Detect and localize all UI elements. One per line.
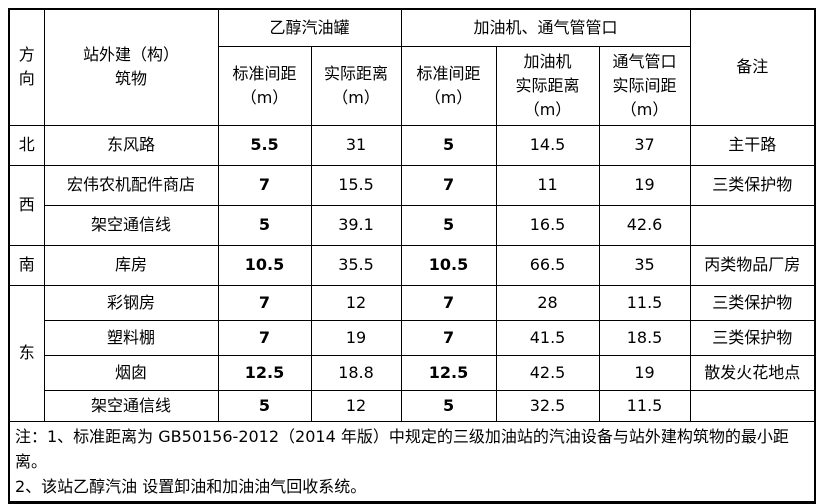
table-row: 塑料棚 7 19 7 41.5 18.5 三类保护物 [9, 319, 816, 356]
remark-cell: 三类保护物 [689, 319, 816, 356]
pump-actual-cell: 28 [495, 284, 600, 321]
vent-actual-cell: 11.5 [598, 284, 691, 321]
tank-actual-cell: 31 [310, 124, 402, 166]
vent-actual-cell: 37 [598, 124, 691, 166]
note-line-2: 2、该站乙醇汽油 设置卸油和加油油气回收系统。 [15, 476, 367, 496]
header-tank-std: 标准间距 （m） [217, 45, 312, 126]
header-tank-actual: 实际距离 （m） [310, 45, 402, 126]
building-cell: 彩钢房 [43, 284, 219, 321]
table-row: 架空通信线 5 12 5 32.5 11.5 [9, 389, 816, 422]
note-line-1: 注：1、标准距离为 GB50156-2012（2014 年版）中规定的三级加油站… [15, 426, 789, 471]
vent-actual-cell: 11.5 [598, 389, 691, 422]
pump-actual-cell: 11 [495, 164, 600, 206]
header-pump-actual: 加油机 实际距离 （m） [495, 45, 600, 126]
remark-cell: 三类保护物 [689, 284, 816, 321]
pump-std-cell: 7 [400, 319, 497, 356]
tank-std-cell: 5 [217, 389, 312, 422]
distance-table: 方 向 站外建（构） 筑物 乙醇汽油罐 加油机、通气管管口 备注 标准间距 （m… [8, 8, 817, 504]
table-row: 北 东风路 5.5 31 5 14.5 37 主干路 [8, 124, 816, 166]
table-row: 西 宏伟农机配件商店 7 15.5 7 11 19 三类保护物 [8, 164, 816, 246]
remark-cell: 散发火花地点 [689, 354, 816, 391]
pump-actual-cell: 66.5 [495, 244, 600, 286]
table-row: 东 彩钢房 7 12 7 28 11.5 三类保护物 [8, 284, 816, 422]
tank-actual-cell: 15.5 [310, 164, 402, 206]
tank-std-cell: 5.5 [217, 124, 312, 166]
pump-std-cell: 12.5 [400, 354, 497, 391]
document-page: 方 向 站外建（构） 筑物 乙醇汽油罐 加油机、通气管管口 备注 标准间距 （m… [8, 8, 817, 504]
vent-actual-cell: 42.6 [598, 204, 691, 246]
pump-std-cell: 10.5 [400, 244, 497, 286]
pump-actual-cell: 42.5 [495, 354, 600, 391]
table-row: 架空通信线 5 39.1 5 16.5 42.6 [9, 204, 816, 246]
tank-std-cell: 7 [217, 284, 312, 321]
vent-actual-cell: 35 [598, 244, 691, 286]
direction-cell: 西 [8, 164, 45, 246]
direction-cell: 东 [8, 284, 45, 422]
table-row: 烟囱 12.5 18.8 12.5 42.5 19 散发火花地点 [9, 354, 816, 391]
building-cell: 架空通信线 [43, 389, 219, 422]
pump-std-cell: 5 [400, 389, 497, 422]
notes-row: 注：1、标准距离为 GB50156-2012（2014 年版）中规定的三级加油站… [8, 420, 816, 503]
building-cell: 宏伟农机配件商店 [43, 164, 219, 206]
remark-cell [689, 389, 816, 422]
tank-std-cell: 7 [217, 164, 312, 206]
remark-cell [689, 204, 816, 246]
building-cell: 架空通信线 [43, 204, 219, 246]
table-row: 南 库房 10.5 35.5 10.5 66.5 35 丙类物品厂房 [8, 244, 816, 286]
building-cell: 东风路 [43, 124, 219, 166]
vent-actual-cell: 19 [598, 164, 691, 206]
header-building: 站外建（构） 筑物 [43, 8, 219, 126]
remark-cell: 丙类物品厂房 [689, 244, 816, 286]
header-pump-group: 加油机、通气管管口 [400, 8, 691, 47]
tank-std-cell: 12.5 [217, 354, 312, 391]
header-remark: 备注 [689, 8, 816, 126]
tank-actual-cell: 12 [310, 284, 402, 321]
notes-cell: 注：1、标准距离为 GB50156-2012（2014 年版）中规定的三级加油站… [8, 420, 816, 503]
header-vent-actual: 通气管口 实际间距 （m） [598, 45, 691, 126]
direction-cell: 北 [8, 124, 45, 166]
header-pump-std: 标准间距 （m） [400, 45, 497, 126]
tank-actual-cell: 12 [310, 389, 402, 422]
pump-std-cell: 7 [400, 164, 497, 206]
building-cell: 库房 [43, 244, 219, 286]
building-cell: 烟囱 [43, 354, 219, 391]
header-tank-group: 乙醇汽油罐 [217, 8, 402, 47]
pump-std-cell: 7 [400, 284, 497, 321]
tank-actual-cell: 39.1 [310, 204, 402, 246]
tank-actual-cell: 18.8 [310, 354, 402, 391]
pump-actual-cell: 41.5 [495, 319, 600, 356]
tank-actual-cell: 35.5 [310, 244, 402, 286]
pump-std-cell: 5 [400, 124, 497, 166]
pump-actual-cell: 32.5 [495, 389, 600, 422]
remark-cell: 主干路 [689, 124, 816, 166]
header-direction: 方 向 [8, 8, 45, 126]
tank-std-cell: 10.5 [217, 244, 312, 286]
direction-cell: 南 [8, 244, 45, 286]
vent-actual-cell: 18.5 [598, 319, 691, 356]
vent-actual-cell: 19 [598, 354, 691, 391]
tank-std-cell: 5 [217, 204, 312, 246]
pump-std-cell: 5 [400, 204, 497, 246]
pump-actual-cell: 16.5 [495, 204, 600, 246]
building-cell: 塑料棚 [43, 319, 219, 356]
pump-actual-cell: 14.5 [495, 124, 600, 166]
tank-actual-cell: 19 [310, 319, 402, 356]
remark-cell: 三类保护物 [689, 164, 816, 206]
tank-std-cell: 7 [217, 319, 312, 356]
